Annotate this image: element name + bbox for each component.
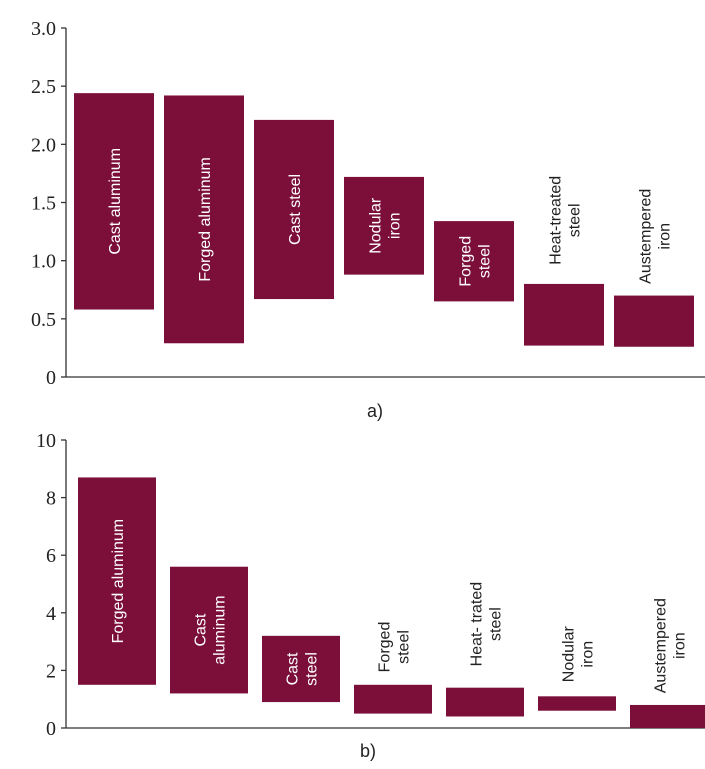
bar-label: Cast steel <box>285 652 321 686</box>
y-tick-label: 3.0 <box>31 18 56 40</box>
bar-label-line: aluminum <box>212 595 229 664</box>
bar-label-line: Cast steel <box>287 174 304 245</box>
bar-label: Austempered iron <box>638 189 674 284</box>
bar-label-line: Cast aluminum <box>107 148 124 255</box>
bar-label: Forged steel <box>458 236 494 287</box>
y-tick-label: 2.5 <box>31 76 56 98</box>
y-tick-label: 0.5 <box>31 309 56 331</box>
bar-label: Nodular iron <box>561 626 597 683</box>
bar-label-line: iron <box>387 212 404 239</box>
bar-label-line: steel <box>567 203 584 237</box>
bar-label-line: Forged aluminum <box>110 519 127 644</box>
bar-label: Forged steel <box>377 622 413 673</box>
bar-label: Cast aluminum <box>193 595 229 664</box>
y-tick-label: 2 <box>46 660 56 682</box>
bar-label-line: steel <box>304 652 321 686</box>
bar-label: Heat- trated steel <box>469 582 505 666</box>
y-tick-label: 6 <box>46 545 56 567</box>
bar-label: Cast aluminum <box>107 148 124 255</box>
range-bar <box>344 176 424 275</box>
range-bar <box>74 93 154 310</box>
panel-b-label: b) <box>360 741 376 761</box>
range-bar <box>262 635 340 703</box>
bar-label-line: iron <box>580 641 597 668</box>
y-tick-label: 10 <box>36 430 56 452</box>
panel-a-label: a) <box>367 401 383 421</box>
y-tick-label: 8 <box>46 488 56 510</box>
y-tick-label: 0 <box>46 718 56 740</box>
bar-label-line: Heat-treated <box>548 176 565 265</box>
chart-panel-a: a) 0 0.5 1.0 1.5 2.0 2.5 3.0 Cast aluminum Forge… <box>31 18 705 421</box>
y-tick-label: 1.5 <box>31 193 56 215</box>
bar-label-line: Forged <box>458 236 475 287</box>
range-bar <box>524 283 604 346</box>
bar-label-line: Forged aluminum <box>197 157 214 282</box>
bar-label-line: Heat- trated <box>469 582 486 666</box>
bar-label: Austempered iron <box>653 598 689 693</box>
range-bar <box>630 704 705 728</box>
bar-label-line: Austempered <box>653 598 670 693</box>
bar-label-line: steel <box>477 244 494 278</box>
bar-label-line: iron <box>657 223 674 250</box>
bar-label: Heat-treated steel <box>548 176 584 265</box>
bar-label-line: Nodular <box>368 197 385 254</box>
bar-label: Nodular iron <box>368 197 404 254</box>
y-tick-label: 4 <box>46 603 56 625</box>
bar-label-line: iron <box>672 632 689 659</box>
range-bar <box>170 566 248 694</box>
bar-label-line: steel <box>396 630 413 664</box>
bar-label-line: steel <box>488 607 505 641</box>
bar-label-line: Nodular <box>561 626 578 683</box>
range-bar <box>434 221 514 302</box>
range-bar <box>254 119 334 300</box>
range-bar <box>446 687 524 717</box>
bar-label: Forged aluminum <box>197 157 214 282</box>
range-bar <box>538 696 616 711</box>
y-tick-label: 2.0 <box>31 134 56 156</box>
bar-label-line: Forged <box>377 622 394 673</box>
range-bar <box>354 684 432 714</box>
range-bar <box>614 295 694 347</box>
range-bar <box>78 477 156 685</box>
bar-label: Forged aluminum <box>110 519 127 644</box>
range-bar <box>164 95 244 344</box>
bar-label-line: Cast <box>193 613 210 646</box>
bar-label-line: Cast <box>285 652 302 685</box>
y-tick-label: 0 <box>46 367 56 389</box>
y-tick-label: 1.0 <box>31 251 56 273</box>
bar-label-line: Austempered <box>638 189 655 284</box>
bar-label: Cast steel <box>287 174 304 245</box>
